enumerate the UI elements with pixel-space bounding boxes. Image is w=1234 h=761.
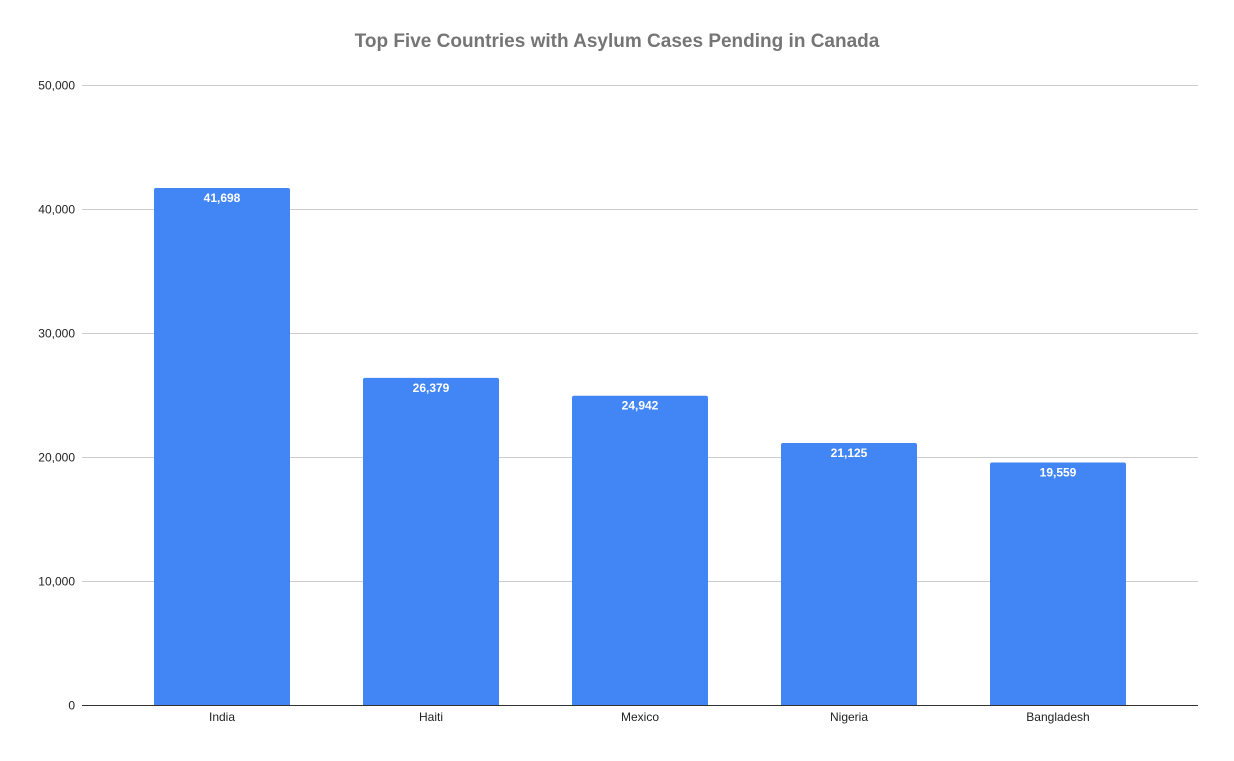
bar-bangladesh bbox=[990, 462, 1126, 705]
y-tick-label: 0 bbox=[68, 699, 75, 713]
data-label: 24,942 bbox=[622, 399, 659, 413]
x-axis-ticks: India Haiti Mexico Nigeria Bangladesh bbox=[209, 710, 1090, 724]
data-label: 19,559 bbox=[1040, 465, 1077, 479]
y-tick-label: 40,000 bbox=[38, 203, 75, 217]
chart-title: Top Five Countries with Asylum Cases Pen… bbox=[354, 31, 880, 52]
x-tick-label: Bangladesh bbox=[1026, 710, 1089, 724]
bar-haiti bbox=[363, 377, 499, 705]
x-tick-label: Haiti bbox=[419, 710, 443, 724]
y-tick-label: 30,000 bbox=[38, 327, 75, 341]
x-tick-label: India bbox=[209, 710, 235, 724]
data-labels: 41,698 26,379 24,942 21,125 19,559 bbox=[204, 191, 1077, 480]
x-tick-label: Nigeria bbox=[830, 710, 868, 724]
bar-mexico bbox=[572, 395, 708, 705]
data-label: 26,379 bbox=[413, 381, 450, 395]
data-label: 21,125 bbox=[831, 446, 868, 460]
bars bbox=[154, 187, 1126, 705]
y-tick-label: 20,000 bbox=[38, 451, 75, 465]
y-tick-label: 10,000 bbox=[38, 575, 75, 589]
data-label: 41,698 bbox=[204, 191, 241, 205]
y-tick-label: 50,000 bbox=[38, 79, 75, 93]
x-tick-label: Mexico bbox=[621, 710, 659, 724]
bar-nigeria bbox=[781, 443, 917, 705]
y-axis-ticks: 0 10,000 20,000 30,000 40,000 50,000 bbox=[38, 79, 75, 713]
bar-india bbox=[154, 187, 290, 705]
